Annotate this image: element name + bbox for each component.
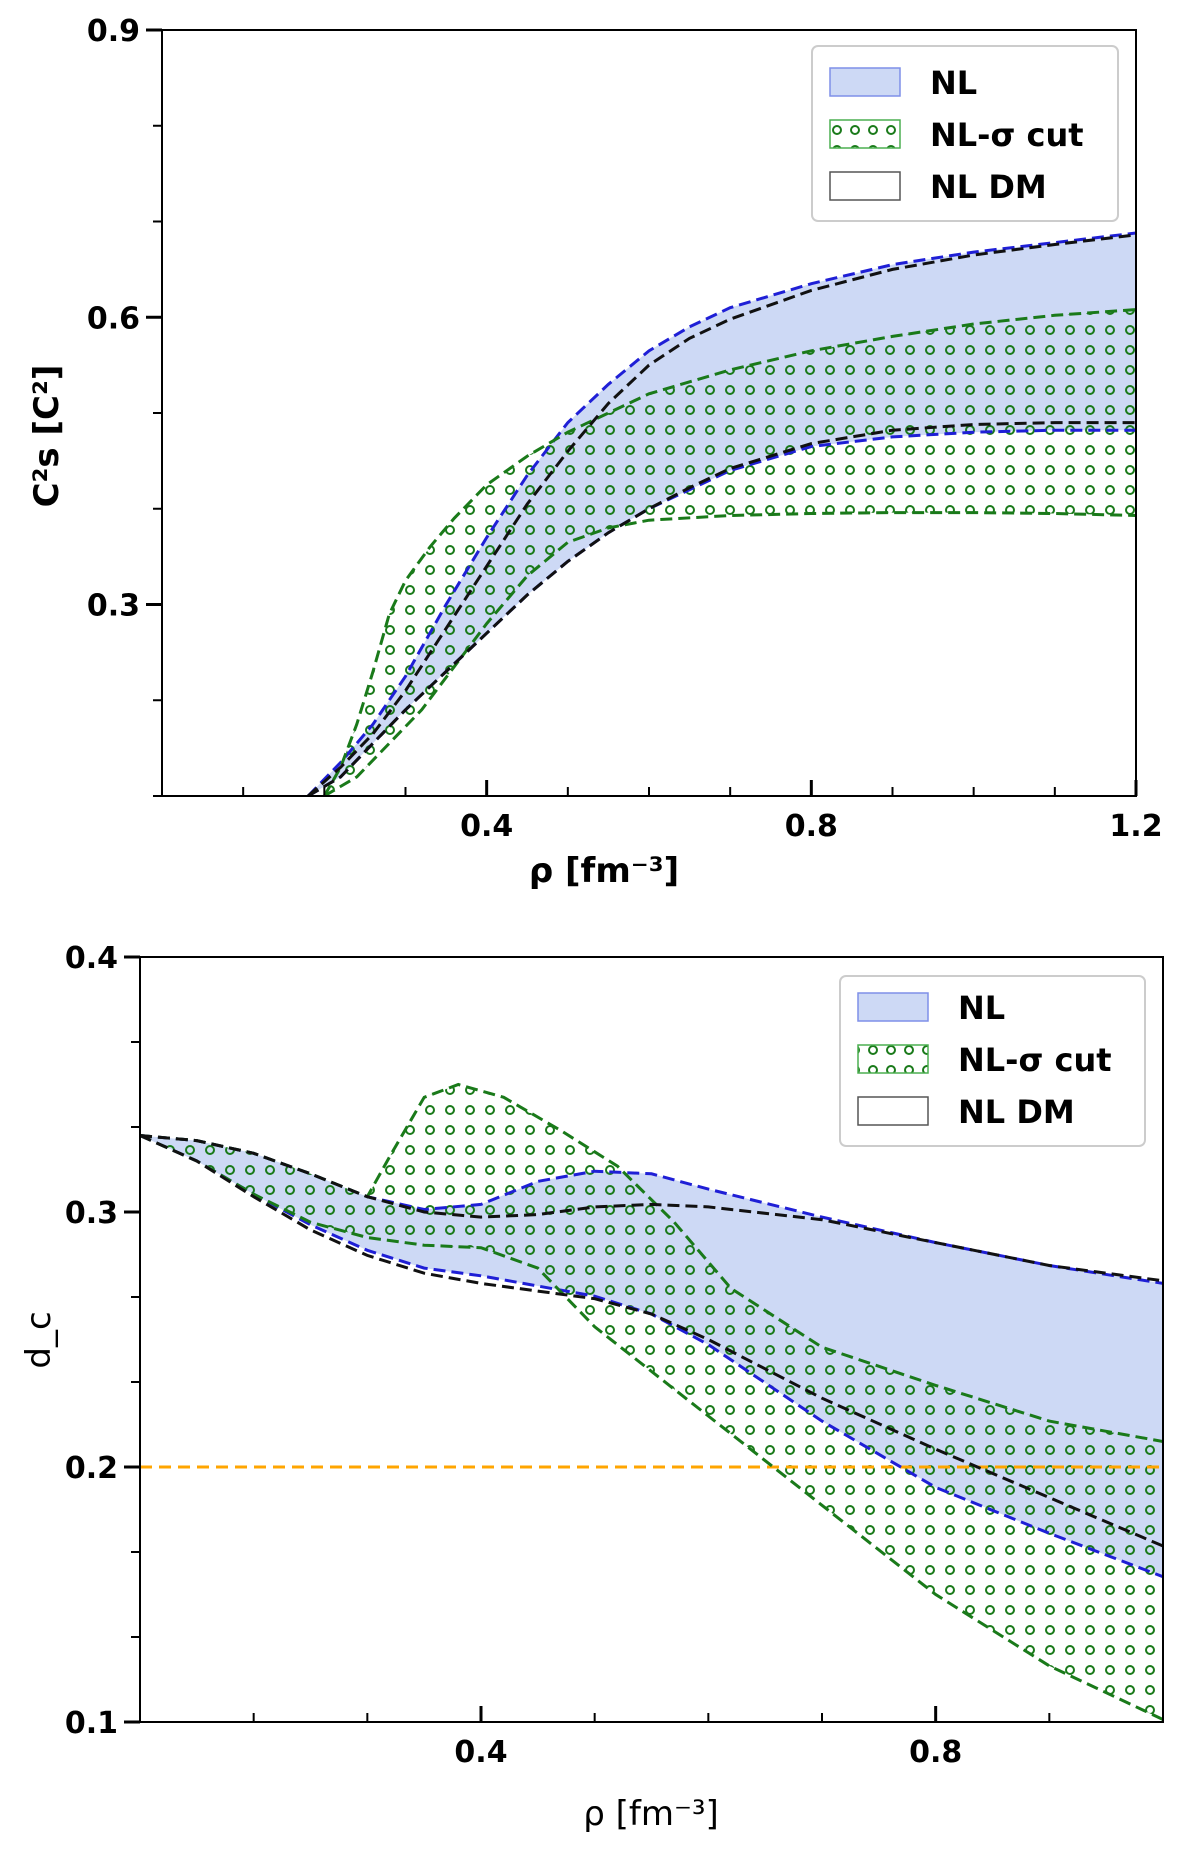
y-tick-label: 0.6 <box>87 301 140 336</box>
line-nl-upper <box>307 231 1136 796</box>
y-tick-label: 0.1 <box>65 1706 118 1741</box>
legend-swatch-sigma <box>857 1044 929 1074</box>
y-tick-label: 0.4 <box>65 941 118 976</box>
line-sigma-upper <box>322 308 1136 796</box>
band-sigma <box>324 309 1136 796</box>
plot-area-bottom <box>140 1082 1163 1721</box>
plot-area-top <box>307 231 1136 796</box>
y-tick-label: 0.3 <box>87 589 140 624</box>
x-axis-label-bottom: ρ [fm⁻³] <box>583 1794 719 1834</box>
x-tick-label: 0.8 <box>785 809 838 844</box>
ticks-top: 0.4 0.8 1.2 0.3 0.6 0.9 <box>87 14 1163 844</box>
legend-label-nl: NL <box>930 64 977 102</box>
axes-frame-bottom <box>139 956 1164 1723</box>
ticks-bottom: 0.4 0.8 0.1 0.2 0.3 0.4 <box>65 941 1164 1770</box>
legend-label-dm: NL DM <box>958 1093 1075 1131</box>
y-axis-label-top: C²s [C²] <box>27 365 67 508</box>
y-tick-label: 0.9 <box>87 14 140 49</box>
x-tick-label: 0.4 <box>460 809 513 844</box>
legend-swatch-sigma <box>829 119 901 149</box>
panel-bottom: 0.4 0.8 0.1 0.2 0.3 0.4 NL NL-σ cut NL DM ρ [… <box>19 941 1164 1834</box>
x-tick-label: 0.8 <box>909 1735 962 1770</box>
legend-swatch-nl <box>829 67 901 97</box>
line-dm-upper <box>307 233 1136 796</box>
legend-label-sigma: NL-σ cut <box>958 1041 1112 1079</box>
line-dm-upper <box>140 1134 1163 1283</box>
y-tick-label: 0.3 <box>65 1196 118 1231</box>
legend-swatch-dm <box>829 171 901 201</box>
x-tick-label: 0.4 <box>454 1735 507 1770</box>
line-dm-lower <box>307 421 1136 796</box>
line-sigma-lower <box>323 511 1136 796</box>
legend-swatch-nl <box>857 992 929 1022</box>
legend-label-sigma: NL-σ cut <box>930 116 1084 154</box>
x-tick-label: 1.2 <box>1109 809 1162 844</box>
band-sigma <box>140 1084 1163 1720</box>
legend-label-nl: NL <box>958 989 1005 1027</box>
legend-label-dm: NL DM <box>930 168 1047 206</box>
legend-bottom: NL NL-σ cut NL DM <box>839 975 1146 1147</box>
legend-top: NL NL-σ cut NL DM <box>811 45 1119 222</box>
legend-swatch-dm <box>857 1096 929 1126</box>
x-axis-label-top: ρ [fm⁻³] <box>529 851 679 891</box>
y-tick-label: 0.2 <box>65 1451 118 1486</box>
line-dm-lower <box>140 1134 1163 1548</box>
y-axis-label-bottom: d_c <box>19 1311 59 1368</box>
panel-top: 0.4 0.8 1.2 0.3 0.6 0.9 NL NL-σ cut NL DM ρ [… <box>27 14 1163 891</box>
